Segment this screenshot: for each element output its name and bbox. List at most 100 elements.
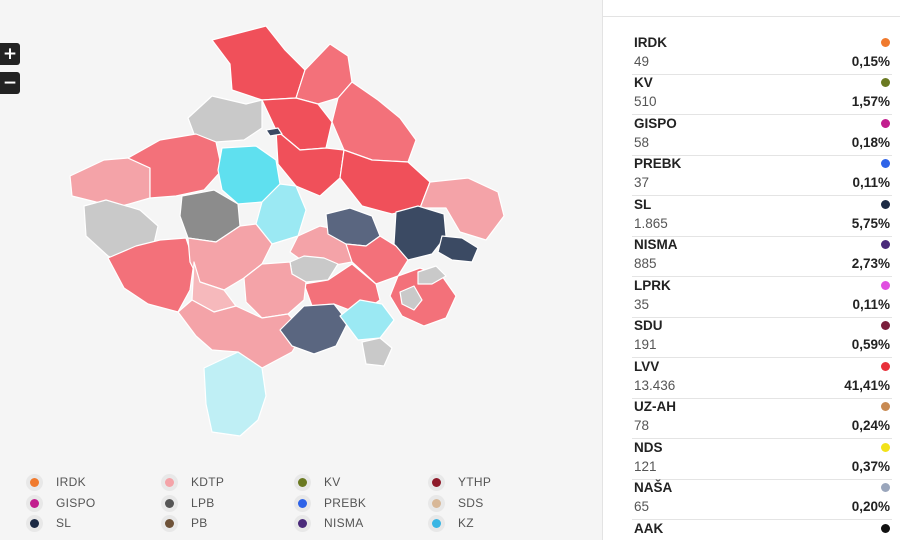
map-legend: IRDK KDTP KV YTHP GISPO LPB PREBK SDS: [0, 468, 600, 540]
legend-label: LPB: [191, 496, 215, 510]
legend-label: SDS: [458, 496, 484, 510]
legend-item[interactable]: PREBK: [298, 493, 366, 513]
zoom-out-button[interactable]: −: [0, 72, 20, 94]
map-region[interactable]: [345, 235, 409, 285]
party-votes: 49: [634, 54, 650, 69]
party-color-dot: [881, 524, 890, 533]
result-row[interactable]: NISMA 885 2,73%: [632, 236, 892, 277]
legend-label: SL: [56, 516, 72, 530]
map-region[interactable]: [361, 337, 393, 367]
party-name: GISPO: [634, 116, 677, 131]
party-votes: 885: [634, 256, 657, 271]
map-region[interactable]: [107, 237, 195, 313]
panel-header-divider: [603, 0, 900, 17]
result-row[interactable]: UZ-AH 78 0,24%: [632, 398, 892, 439]
party-name: LVV: [634, 359, 660, 374]
legend-item[interactable]: KZ: [432, 513, 474, 533]
map-region[interactable]: [399, 285, 423, 311]
legend-color-dot: [432, 477, 441, 487]
party-name: NISMA: [634, 237, 678, 252]
result-row[interactable]: LPRK 35 0,11%: [632, 277, 892, 318]
legend-label: GISPO: [56, 496, 96, 510]
result-row[interactable]: KV 510 1,57%: [632, 74, 892, 115]
party-votes: 65: [634, 499, 650, 514]
party-color-dot: [881, 402, 890, 411]
party-votes: 13.436: [634, 378, 676, 393]
party-votes: 191: [634, 337, 657, 352]
party-votes: 121: [634, 459, 657, 474]
party-percentage: 0,37%: [851, 459, 890, 474]
map-region[interactable]: [437, 235, 479, 263]
party-color-dot: [881, 281, 890, 290]
party-percentage: 0,20%: [851, 499, 890, 514]
party-percentage: 0,11%: [852, 175, 890, 190]
party-color-dot: [881, 119, 890, 128]
result-row[interactable]: AAK: [632, 520, 892, 540]
party-votes: 58: [634, 135, 650, 150]
map-region[interactable]: [339, 299, 395, 341]
result-row[interactable]: GISPO 58 0,18%: [632, 115, 892, 156]
legend-color-dot: [432, 498, 441, 508]
map-region[interactable]: [279, 303, 349, 355]
party-name: UZ-AH: [634, 399, 676, 414]
legend-color-dot: [165, 477, 174, 487]
party-color-dot: [881, 443, 890, 452]
map-region[interactable]: [261, 97, 333, 151]
result-row[interactable]: LVV 13.436 41,41%: [632, 358, 892, 399]
party-name: SDU: [634, 318, 663, 333]
results-panel[interactable]: IRDK 49 0,15% KV 510 1,57% GISPO 58 0,18…: [602, 0, 900, 540]
party-color-dot: [881, 38, 890, 47]
legend-item[interactable]: SL: [30, 513, 71, 533]
party-percentage: 0,18%: [851, 135, 890, 150]
legend-item[interactable]: PB: [165, 513, 208, 533]
legend-label: KDTP: [191, 475, 225, 489]
result-row[interactable]: NAŠA 65 0,20%: [632, 479, 892, 520]
result-row[interactable]: PREBK 37 0,11%: [632, 155, 892, 196]
legend-label: PREBK: [324, 496, 367, 510]
party-color-dot: [881, 78, 890, 87]
party-percentage: 2,73%: [851, 256, 890, 271]
party-name: NAŠA: [634, 480, 673, 495]
party-percentage: 0,11%: [852, 297, 890, 312]
map-region[interactable]: [419, 177, 505, 241]
legend-item[interactable]: YTHP: [432, 472, 491, 492]
legend-color-dot: [30, 498, 39, 508]
map-pane[interactable]: + − IRDK KDTP KV YTHP GISPO LPB PREBK: [0, 0, 600, 540]
legend-item[interactable]: KDTP: [165, 472, 224, 492]
map-region[interactable]: [265, 127, 283, 137]
party-percentage: 0,59%: [851, 337, 890, 352]
map-region[interactable]: [417, 265, 447, 285]
zoom-in-button[interactable]: +: [0, 43, 20, 65]
party-percentage: 0,15%: [851, 54, 890, 69]
party-name: IRDK: [634, 35, 667, 50]
party-color-dot: [881, 159, 890, 168]
kosovo-municipality-map[interactable]: [0, 0, 600, 468]
result-row[interactable]: SL 1.865 5,75%: [632, 196, 892, 237]
map-region[interactable]: [203, 351, 267, 437]
legend-item[interactable]: IRDK: [30, 472, 86, 492]
party-votes: 35: [634, 297, 650, 312]
party-name: PREBK: [634, 156, 682, 171]
legend-label: PB: [191, 516, 208, 530]
legend-item[interactable]: LPB: [165, 493, 215, 513]
result-row[interactable]: IRDK 49 0,15%: [632, 34, 892, 75]
legend-color-dot: [30, 477, 39, 487]
map-region[interactable]: [331, 81, 417, 163]
result-row[interactable]: SDU 191 0,59%: [632, 317, 892, 358]
map-region[interactable]: [243, 261, 307, 319]
legend-label: KV: [324, 475, 341, 489]
map-region[interactable]: [69, 157, 151, 207]
map-region[interactable]: [211, 25, 306, 101]
party-color-dot: [881, 200, 890, 209]
party-name: NDS: [634, 440, 663, 455]
legend-item[interactable]: GISPO: [30, 493, 96, 513]
legend-color-dot: [298, 518, 307, 528]
map-region[interactable]: [127, 133, 223, 199]
legend-color-dot: [165, 518, 174, 528]
party-votes: 510: [634, 94, 657, 109]
legend-item[interactable]: NISMA: [298, 513, 364, 533]
legend-item[interactable]: SDS: [432, 493, 484, 513]
legend-item[interactable]: KV: [298, 472, 341, 492]
party-name: LPRK: [634, 278, 671, 293]
result-row[interactable]: NDS 121 0,37%: [632, 439, 892, 480]
